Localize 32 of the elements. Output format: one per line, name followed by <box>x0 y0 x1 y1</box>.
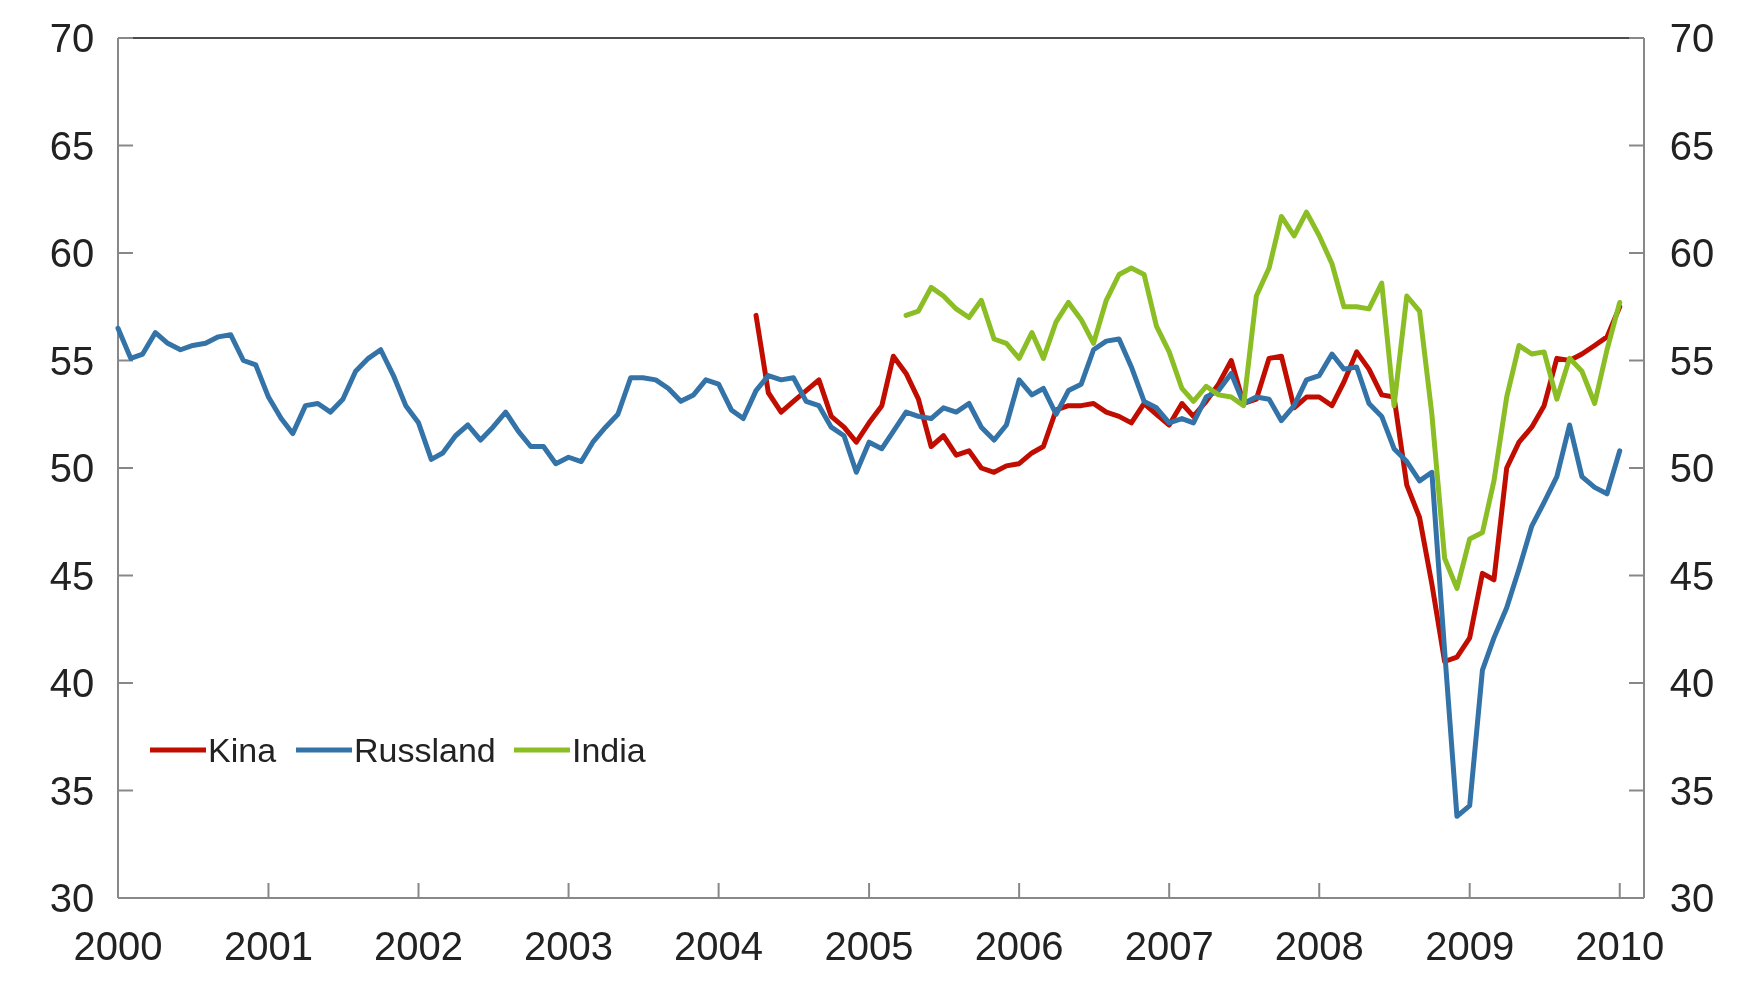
x-tick-label: 2009 <box>1425 924 1515 968</box>
y2-tick-label: 50 <box>1669 446 1715 490</box>
x-tick-label: 2001 <box>223 924 313 968</box>
y-tick-label: 30 <box>49 876 95 920</box>
y-tick-label: 35 <box>49 768 95 813</box>
x-tick-label: 2010 <box>1575 924 1665 968</box>
y2-tick-label: 65 <box>1669 123 1715 168</box>
x-tick-label: 2005 <box>824 924 914 968</box>
x-tick-label: 2002 <box>374 924 464 968</box>
legend-label: India <box>572 731 646 769</box>
y-tick-label: 55 <box>49 338 95 383</box>
x-tick-label: 2006 <box>974 924 1064 968</box>
y-tick-label: 45 <box>49 553 95 598</box>
y2-tick-label: 70 <box>1669 16 1715 60</box>
x-tick-label: 2004 <box>674 924 764 968</box>
y2-tick-label: 35 <box>1669 768 1715 813</box>
y2-tick-label: 55 <box>1669 338 1715 383</box>
x-tick-label: 2000 <box>73 924 163 968</box>
y2-tick-label: 40 <box>1669 661 1715 705</box>
y-tick-label: 40 <box>49 661 95 705</box>
x-tick-label: 2007 <box>1124 924 1214 968</box>
y-tick-label: 50 <box>49 446 95 490</box>
y-tick-label: 70 <box>49 16 95 60</box>
y2-tick-label: 30 <box>1669 876 1715 920</box>
y2-tick-label: 45 <box>1669 553 1715 598</box>
x-tick-label: 2008 <box>1274 924 1364 968</box>
x-tick-label: 2003 <box>524 924 614 968</box>
legend-label: Kina <box>208 731 277 769</box>
y2-tick-label: 60 <box>1669 231 1715 275</box>
legend-label: Russland <box>354 731 496 769</box>
y-tick-label: 65 <box>49 123 95 168</box>
y-tick-label: 60 <box>49 231 95 275</box>
